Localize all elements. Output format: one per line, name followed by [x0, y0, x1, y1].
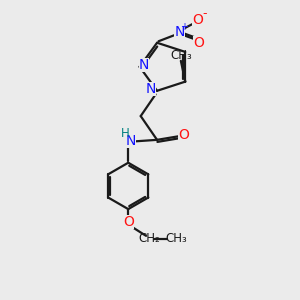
Text: N: N	[126, 134, 136, 148]
Text: CH₂: CH₂	[138, 232, 160, 245]
Text: O: O	[123, 215, 134, 230]
Text: O: O	[178, 128, 189, 142]
Text: CH₃: CH₃	[170, 49, 192, 62]
Text: O: O	[193, 36, 204, 50]
Text: N: N	[139, 58, 149, 72]
Text: N: N	[145, 82, 156, 96]
Text: -: -	[202, 8, 207, 20]
Text: +: +	[180, 22, 188, 32]
Text: H: H	[121, 128, 130, 140]
Text: CH₃: CH₃	[166, 232, 187, 245]
Text: N: N	[174, 25, 184, 39]
Text: O: O	[192, 13, 203, 27]
